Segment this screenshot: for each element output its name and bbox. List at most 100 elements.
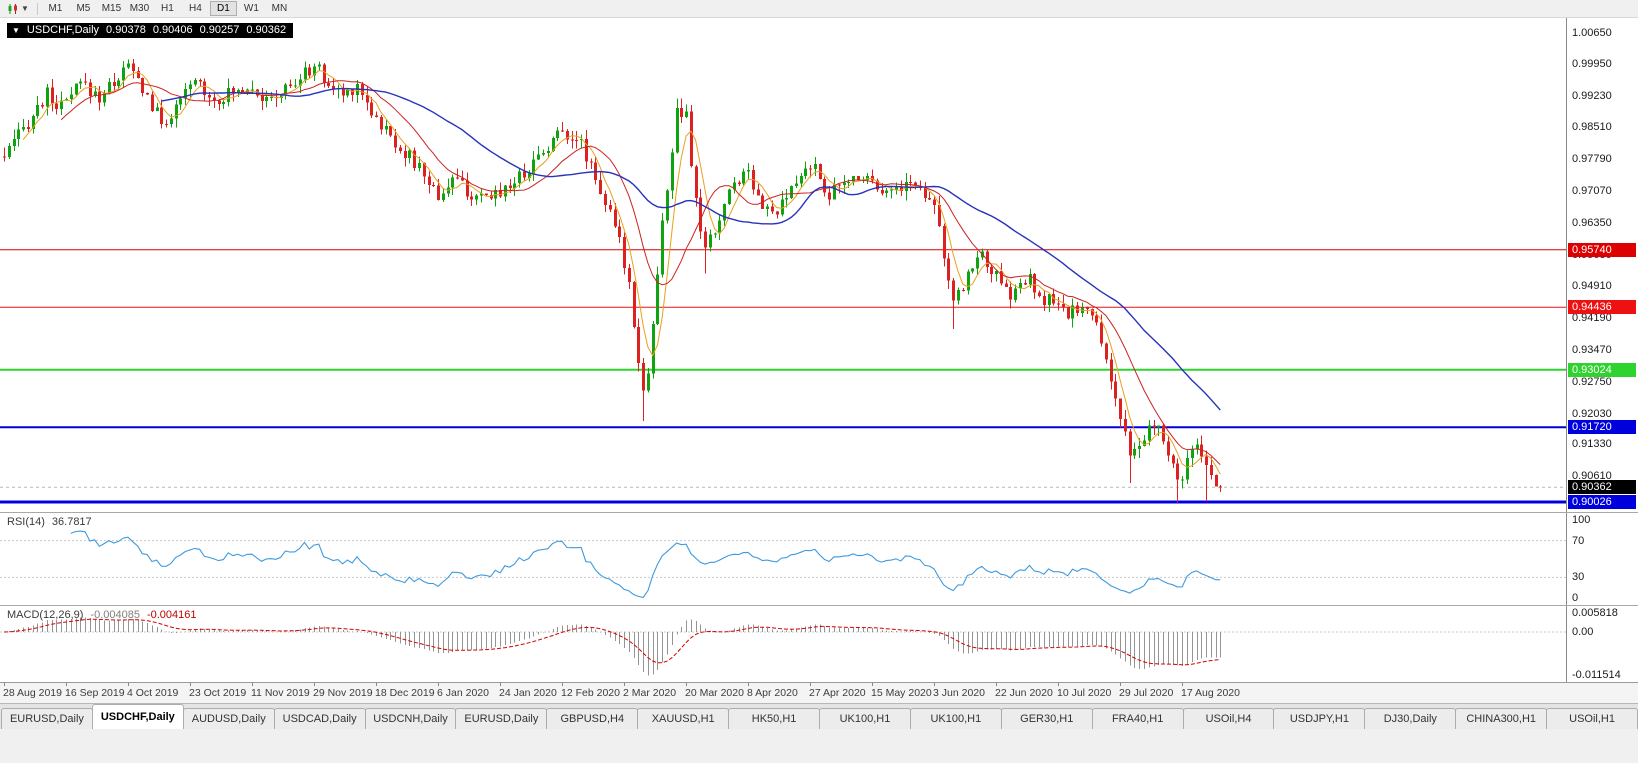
date-label: 3 Jun 2020 bbox=[933, 687, 985, 699]
price-current-badge: 0.90362 bbox=[1568, 480, 1636, 495]
date-label: 12 Feb 2020 bbox=[561, 687, 620, 699]
price-panel: ▼ USDCHF,Daily 0.90378 0.90406 0.90257 0… bbox=[0, 18, 1638, 512]
macd-label: MACD(12,26,9) -0.004085 -0.004161 bbox=[7, 609, 197, 621]
timeframe-button-m30[interactable]: M30 bbox=[126, 1, 153, 16]
date-label: 6 Jan 2020 bbox=[437, 687, 489, 699]
macd-chart-canvas[interactable] bbox=[0, 606, 1566, 682]
date-tick bbox=[500, 683, 501, 686]
timeframe-button-h4[interactable]: H4 bbox=[182, 1, 209, 16]
chart-tab-usoil-h1[interactable]: USOil,H1 bbox=[1546, 708, 1638, 729]
symbol-marker-icon: ▼ bbox=[12, 26, 20, 35]
price-level-badge: 0.93024 bbox=[1568, 362, 1636, 377]
timeframe-button-m15[interactable]: M15 bbox=[98, 1, 125, 16]
chart-tab-uk100-h1[interactable]: UK100,H1 bbox=[819, 708, 911, 729]
rsi-axis-label: 30 bbox=[1572, 571, 1585, 584]
date-label: 8 Apr 2020 bbox=[747, 687, 798, 699]
date-tick bbox=[810, 683, 811, 686]
macd-axis[interactable]: 0.005818 0.00 -0.011514 bbox=[1566, 606, 1638, 682]
date-label: 18 Dec 2019 bbox=[375, 687, 435, 699]
chart-tab-hk50-h1[interactable]: HK50,H1 bbox=[728, 708, 821, 729]
chart-tab-usoil-h4[interactable]: USOil,H4 bbox=[1182, 708, 1275, 729]
price-level-badge: 0.95740 bbox=[1568, 242, 1636, 257]
rsi-panel: RSI(14) 36.7817 100 70 30 0 bbox=[0, 512, 1638, 605]
date-label: 27 Apr 2020 bbox=[809, 687, 866, 699]
date-tick bbox=[748, 683, 749, 686]
ohlc-high: 0.90406 bbox=[152, 24, 193, 36]
date-label: 28 Aug 2019 bbox=[3, 687, 62, 699]
rsi-indicator-name: RSI(14) bbox=[7, 516, 45, 528]
price-axis-label: 0.99950 bbox=[1572, 57, 1612, 70]
date-tick bbox=[1058, 683, 1059, 686]
date-label: 24 Jan 2020 bbox=[499, 687, 557, 699]
macd-indicator-name: MACD(12,26,9) bbox=[7, 609, 84, 621]
price-axis-label: 0.97070 bbox=[1572, 185, 1612, 198]
toolbar: ▼ M1 M5 M15 M30 H1 H4 D1 W1 MN bbox=[0, 0, 1638, 18]
date-tick bbox=[314, 683, 315, 686]
date-label: 4 Oct 2019 bbox=[127, 687, 179, 699]
chart-area: ▼ USDCHF,Daily 0.90378 0.90406 0.90257 0… bbox=[0, 18, 1638, 703]
rsi-chart-canvas[interactable] bbox=[0, 513, 1566, 605]
chart-tab-eurusd-daily[interactable]: EURUSD,Daily bbox=[455, 708, 548, 729]
chart-tab-usdchf-daily[interactable]: USDCHF,Daily bbox=[91, 704, 184, 729]
chart-tab-usdcad-daily[interactable]: USDCAD,Daily bbox=[273, 708, 366, 729]
date-label: 29 Jul 2020 bbox=[1119, 687, 1174, 699]
chart-tab-usdjpy-h1[interactable]: USDJPY,H1 bbox=[1273, 708, 1366, 729]
chart-tab-ger30-h1[interactable]: GER30,H1 bbox=[1000, 708, 1093, 729]
timeframe-button-mn[interactable]: MN bbox=[266, 1, 293, 16]
ohlc-close: 0.90362 bbox=[246, 24, 287, 36]
date-tick bbox=[128, 683, 129, 686]
date-label: 23 Oct 2019 bbox=[189, 687, 247, 699]
date-label: 15 May 2020 bbox=[871, 687, 932, 699]
candlestick-chart-icon bbox=[8, 3, 17, 14]
status-area bbox=[0, 729, 1638, 763]
timeframe-button-w1[interactable]: W1 bbox=[238, 1, 265, 16]
date-label: 10 Jul 2020 bbox=[1057, 687, 1112, 699]
date-label: 17 Aug 2020 bbox=[1181, 687, 1240, 699]
date-tick bbox=[252, 683, 253, 686]
rsi-label: RSI(14) 36.7817 bbox=[7, 516, 92, 528]
chart-tab-gbpusd-h4[interactable]: GBPUSD,H4 bbox=[546, 708, 639, 729]
chart-tab-uk100-h1[interactable]: UK100,H1 bbox=[909, 708, 1002, 729]
chart-symbol-menu-button[interactable]: ▼ bbox=[3, 1, 33, 17]
date-tick bbox=[562, 683, 563, 686]
time-axis[interactable]: 28 Aug 2019 16 Sep 2019 4 Oct 2019 23 Oct 2… bbox=[0, 682, 1638, 703]
timeframe-button-d1[interactable]: D1 bbox=[209, 1, 237, 16]
price-axis-label: 0.94190 bbox=[1572, 312, 1612, 325]
chart-tab-fra40-h1[interactable]: FRA40,H1 bbox=[1091, 708, 1184, 729]
price-chart-canvas[interactable] bbox=[0, 18, 1566, 512]
price-axis-label: 0.99230 bbox=[1572, 89, 1612, 102]
date-tick bbox=[4, 683, 5, 686]
price-axis[interactable]: 1.00650 0.99950 0.99230 0.98510 0.97790 0.970… bbox=[1566, 18, 1638, 512]
date-label: 22 Jun 2020 bbox=[995, 687, 1053, 699]
timeframe-button-m5[interactable]: M5 bbox=[70, 1, 97, 16]
macd-axis-label: 0.005818 bbox=[1572, 607, 1618, 619]
price-axis-label: 0.93470 bbox=[1572, 343, 1612, 356]
price-axis-label: 0.92030 bbox=[1572, 407, 1612, 420]
timeframe-button-group: M1 M5 M15 M30 H1 H4 D1 W1 MN bbox=[42, 1, 293, 16]
chart-tab-china300-h1[interactable]: CHINA300,H1 bbox=[1455, 708, 1548, 729]
chart-tab-dj30-daily[interactable]: DJ30,Daily bbox=[1364, 708, 1457, 729]
chart-tab-bar: EURUSD,Daily USDCHF,Daily AUDUSD,Daily USDC… bbox=[0, 703, 1638, 729]
date-tick bbox=[1182, 683, 1183, 686]
ohlc-open: 0.90378 bbox=[106, 24, 146, 36]
rsi-axis[interactable]: 100 70 30 0 bbox=[1566, 513, 1638, 605]
rsi-axis-label: 100 bbox=[1572, 514, 1591, 526]
price-axis-label: 1.00650 bbox=[1572, 27, 1612, 39]
chart-tab-usdcnh-daily[interactable]: USDCNH,Daily bbox=[364, 708, 457, 729]
price-axis-label: 0.94910 bbox=[1572, 280, 1612, 293]
price-axis-label: 0.91330 bbox=[1572, 438, 1612, 451]
date-tick bbox=[934, 683, 935, 686]
symbol-timeframe: USDCHF,Daily bbox=[26, 24, 100, 36]
date-tick bbox=[376, 683, 377, 686]
date-label: 11 Nov 2019 bbox=[251, 687, 310, 699]
date-tick bbox=[996, 683, 997, 686]
macd-main-value: -0.004085 bbox=[90, 609, 140, 621]
macd-signal-value: -0.004161 bbox=[146, 609, 197, 621]
timeframe-button-h1[interactable]: H1 bbox=[154, 1, 181, 16]
chart-tab-eurusd-daily[interactable]: EURUSD,Daily bbox=[1, 708, 93, 729]
chart-tab-xauusd-h1[interactable]: XAUUSD,H1 bbox=[637, 708, 730, 729]
rsi-current-value: 36.7817 bbox=[51, 516, 92, 528]
timeframe-button-m1[interactable]: M1 bbox=[42, 1, 69, 16]
chart-tab-audusd-daily[interactable]: AUDUSD,Daily bbox=[182, 708, 275, 729]
date-label: 16 Sep 2019 bbox=[65, 687, 125, 699]
